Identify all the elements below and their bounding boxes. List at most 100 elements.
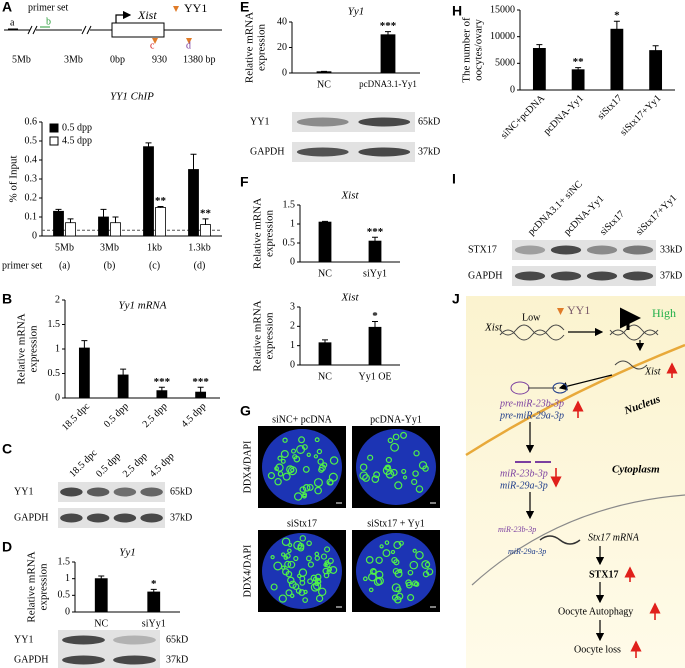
error-bar — [322, 339, 328, 343]
blot-band — [358, 117, 411, 127]
oocyte — [292, 454, 298, 460]
x-tick-label: Yy1 OE — [358, 371, 391, 382]
legend-label: 0.5 dpp — [62, 122, 92, 133]
oocyte — [390, 549, 396, 555]
oocyte — [322, 567, 329, 575]
size-label: 65kD — [418, 116, 440, 127]
oocyte — [329, 456, 339, 465]
error-bar — [112, 216, 119, 223]
tss — [620, 307, 641, 330]
yy1-marker — [557, 308, 564, 315]
y-axis-label: Relative mRNA — [26, 551, 38, 622]
blot-band — [86, 513, 110, 523]
blot-band — [140, 487, 163, 497]
ovary — [356, 429, 436, 505]
bar — [94, 578, 108, 613]
oocyte — [424, 561, 431, 568]
y-tick-label: 2 — [290, 321, 295, 332]
oocyte — [296, 445, 306, 454]
bar — [53, 210, 64, 237]
oocyte — [307, 561, 315, 568]
break — [81, 25, 92, 35]
y-tick-label: 1.5 — [58, 556, 71, 567]
y-tick-label: 5000 — [495, 58, 515, 69]
oocyte — [392, 433, 400, 441]
oocyte — [295, 588, 302, 594]
blot-strip — [512, 240, 656, 260]
oocyte — [407, 569, 414, 576]
y-tick-label: 0.4 — [25, 154, 38, 165]
panel-label: D — [2, 539, 12, 555]
oocyte — [314, 437, 320, 443]
oocyte — [314, 486, 322, 495]
lane-label: siStx17+Yy1 — [634, 193, 679, 238]
primer-id: (b) — [104, 260, 116, 271]
y-axis-label: The number of — [461, 17, 473, 83]
schematic: primer set Xist YY1 a b c d 5Mb 3Mb 0bp … — [4, 1, 222, 65]
error-bar — [190, 153, 197, 170]
oocyte — [318, 587, 327, 597]
error-bar — [150, 588, 157, 592]
bar — [195, 391, 207, 399]
yy1-site — [186, 38, 192, 44]
oocyte — [367, 454, 374, 461]
oocyte — [393, 541, 402, 550]
transcript — [614, 360, 648, 370]
bar — [380, 34, 396, 74]
error-bar — [372, 321, 378, 328]
bar — [98, 216, 109, 237]
y-tick-label: 3 — [290, 301, 295, 312]
protein-label: GAPDH — [14, 654, 48, 665]
y-tick-label: 2 — [55, 294, 60, 305]
blot-band — [586, 245, 618, 255]
oocyte — [324, 560, 330, 566]
oocyte — [362, 576, 368, 582]
x-tick-label: siStx17 — [596, 93, 625, 122]
y-tick-label: 0.5 — [25, 135, 38, 146]
blot-strip — [58, 508, 165, 528]
oocyte — [277, 471, 284, 477]
x-tick-label: NC — [94, 618, 108, 629]
y-tick-label: 0 — [282, 67, 287, 78]
oocyte — [405, 581, 413, 589]
mir-29a-bound: miR-29a-3p — [508, 547, 546, 556]
stain-label: DDX4/DAPI — [242, 545, 253, 598]
y-tick-label: 1 — [55, 343, 60, 354]
oocyte — [412, 548, 417, 553]
blot-strip — [58, 630, 160, 650]
error-bar — [55, 208, 62, 212]
oocyte — [371, 475, 380, 483]
bar — [649, 50, 663, 91]
y-axis-label: expression — [264, 312, 276, 360]
bar — [117, 374, 129, 399]
protein-label: YY1 — [14, 634, 33, 645]
position: 3Mb — [64, 54, 83, 65]
oocyte — [324, 546, 331, 553]
blot-band — [514, 271, 546, 281]
blot-band — [86, 487, 110, 497]
position: 1380 bp — [183, 54, 216, 65]
oocyte — [384, 540, 390, 545]
protein-label: YY1 — [14, 486, 33, 497]
blot-strip — [292, 142, 415, 162]
error-bar — [98, 575, 105, 579]
oocyte — [397, 568, 403, 574]
chart-title: Xist — [340, 292, 359, 304]
chart-title: Yy1 — [119, 547, 136, 559]
error-bar — [536, 44, 543, 49]
error-bar — [100, 208, 107, 217]
significance: * — [151, 578, 157, 590]
primer-b: b — [46, 16, 51, 27]
y-axis-label: Relative mRNA — [16, 313, 28, 384]
protein-label: GAPDH — [14, 512, 48, 523]
cell-background — [466, 296, 685, 668]
significance: ** — [200, 207, 212, 219]
yy1-site — [152, 38, 158, 44]
panel-label: E — [240, 0, 249, 15]
y-tick-label: 0 — [290, 256, 295, 267]
oocyte — [413, 450, 420, 457]
oocyte — [277, 455, 283, 461]
oocyte — [401, 468, 407, 474]
chart-title: Xist — [340, 190, 359, 202]
legend-swatch — [49, 136, 59, 146]
